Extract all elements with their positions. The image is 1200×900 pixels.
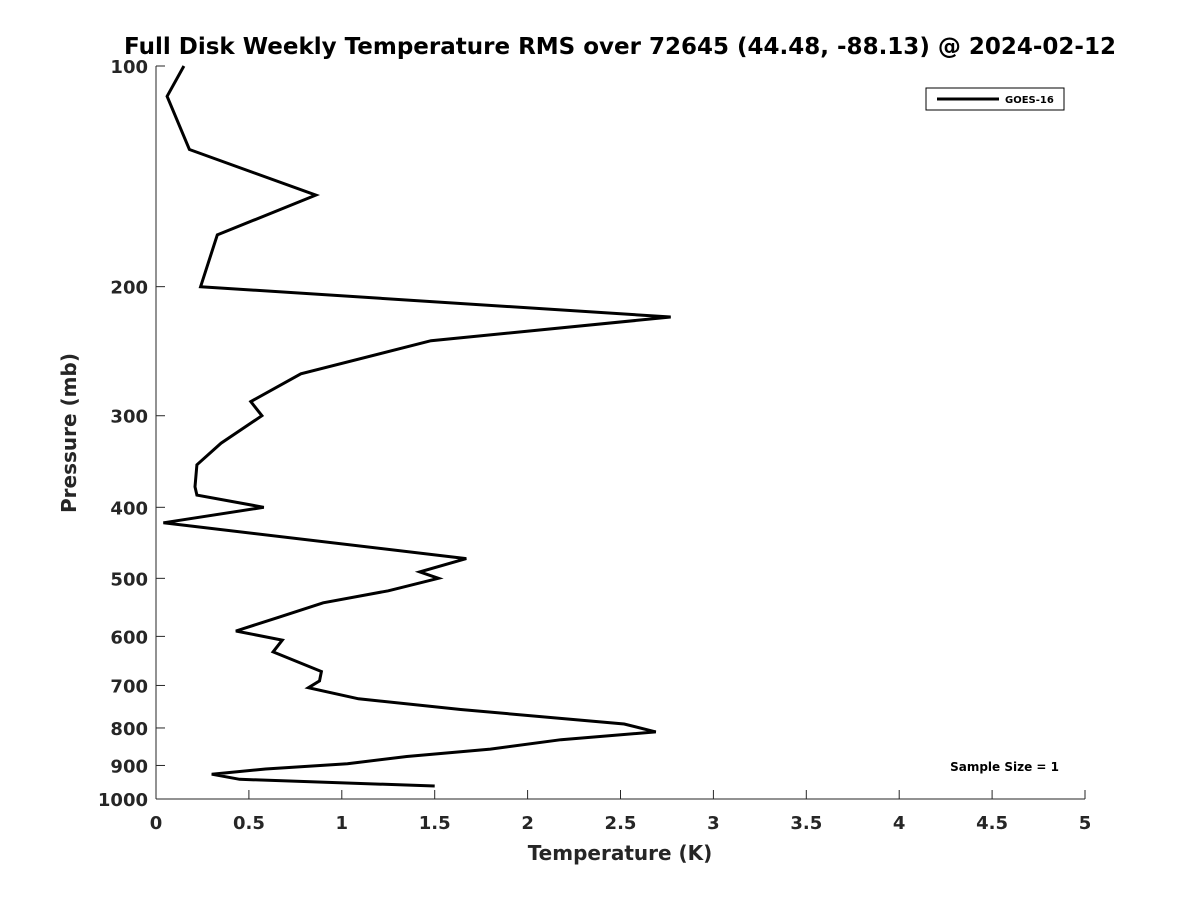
x-tick-label: 1 bbox=[336, 813, 349, 834]
y-tick-label: 500 bbox=[110, 569, 148, 590]
x-tick-label: 1.5 bbox=[419, 813, 451, 834]
y-tick-label: 400 bbox=[110, 498, 148, 519]
x-axis-label: Temperature (K) bbox=[528, 841, 713, 865]
y-tick-label: 900 bbox=[110, 756, 148, 777]
x-axis-ticks: 0 0.5 1 1.5 2 2.5 3 3.5 4 4.5 5 bbox=[150, 790, 1092, 834]
y-tick-label: 300 bbox=[110, 407, 148, 428]
series-layer bbox=[163, 65, 671, 788]
y-tick-label: 200 bbox=[110, 278, 148, 299]
sample-size-annotation: Sample Size = 1 bbox=[950, 760, 1059, 774]
series-line-goes-16 bbox=[163, 65, 671, 788]
y-tick-label: 1000 bbox=[98, 790, 148, 811]
x-tick-label: 0.5 bbox=[233, 813, 265, 834]
y-tick-label: 600 bbox=[110, 627, 148, 648]
y-tick-label: 700 bbox=[110, 676, 148, 697]
y-tick-label: 800 bbox=[110, 719, 148, 740]
y-tick-label: 100 bbox=[110, 57, 148, 78]
chart-title: Full Disk Weekly Temperature RMS over 72… bbox=[124, 34, 1116, 60]
x-tick-label: 5 bbox=[1079, 813, 1092, 834]
x-tick-label: 3 bbox=[707, 813, 720, 834]
x-tick-label: 4 bbox=[893, 813, 906, 834]
x-tick-label: 4.5 bbox=[976, 813, 1008, 834]
x-tick-label: 3.5 bbox=[790, 813, 822, 834]
legend-label-goes-16: GOES-16 bbox=[1005, 95, 1054, 106]
y-axis-ticks: 100 200 300 400 500 600 700 800 900 1000 bbox=[98, 57, 165, 811]
y-axis-label: Pressure (mb) bbox=[57, 353, 81, 513]
legend: GOES-16 bbox=[925, 87, 1065, 111]
x-tick-label: 2 bbox=[521, 813, 534, 834]
x-tick-label: 2.5 bbox=[605, 813, 637, 834]
x-tick-label: 0 bbox=[150, 813, 163, 834]
